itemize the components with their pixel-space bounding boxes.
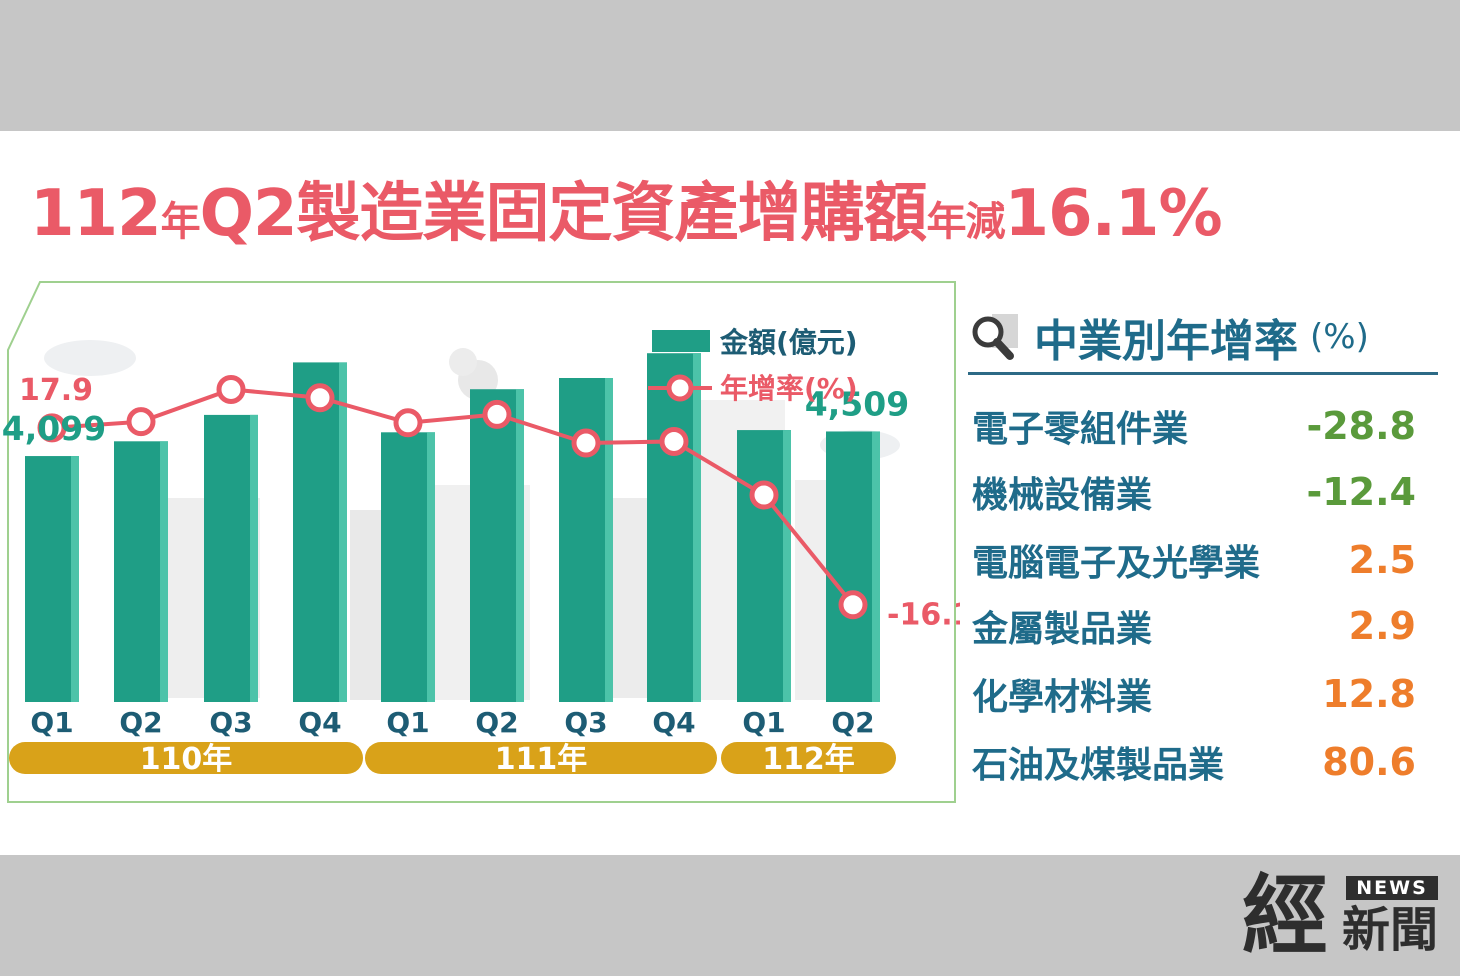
- year-band-label: 111年: [495, 742, 588, 777]
- page-title: 112年Q2製造業固定資產增購額年減16.1%: [30, 162, 1430, 252]
- industry-name: 化學材料業: [972, 677, 1153, 718]
- growth-point: [37, 413, 67, 443]
- industry-row: 金屬製品業 2.9: [972, 596, 1416, 656]
- title-part: 16.1%: [1004, 177, 1223, 251]
- industry-row: 機械設備業 -12.4: [972, 462, 1416, 522]
- year-band: [721, 742, 896, 774]
- x-tick-label: Q2: [119, 706, 162, 739]
- bar-highlight: [160, 441, 168, 702]
- industry-value: 80.6: [1322, 740, 1416, 784]
- industry-value: 12.8: [1322, 672, 1416, 716]
- industry-value: -28.8: [1306, 404, 1416, 448]
- x-tick-label: Q1: [742, 706, 785, 739]
- bar: [826, 431, 880, 702]
- industry-title-text: 中業別年增率: [1034, 316, 1298, 367]
- x-tick-label: Q3: [564, 706, 607, 739]
- bar-highlight: [339, 362, 347, 702]
- industry-row: 電子零組件業 -28.8: [972, 396, 1416, 456]
- title-part: 112: [30, 177, 162, 251]
- logo-main-char: 經: [1242, 865, 1328, 966]
- growth-point: [571, 428, 601, 458]
- growth-point: [305, 383, 335, 413]
- bar: [559, 378, 613, 702]
- growth-point: [838, 590, 868, 620]
- x-tick-label: Q1: [386, 706, 429, 739]
- x-tick-label: Q1: [30, 706, 73, 739]
- industry-section-title: 中業別年增率 (%): [968, 302, 1438, 375]
- legend-bar-label: 金額(億元): [719, 326, 858, 359]
- growth-point: [216, 374, 246, 404]
- x-tick-label: Q2: [475, 706, 518, 739]
- bar-line-chart: 4,099 4,509 17.9 -16.1 Q1 Q2 Q3 Q4 Q1 Q2 Q3 Q4 Q1 Q2…: [2, 281, 960, 803]
- bar-highlight: [71, 456, 79, 702]
- bar-highlight: [250, 414, 258, 702]
- year-band-label: 112年: [762, 742, 855, 777]
- year-groups-layer: 110年 111年 112年: [9, 742, 896, 777]
- legend-bar-swatch: [652, 330, 710, 352]
- x-tick-label: Q3: [209, 706, 252, 739]
- bar-highlight: [693, 353, 701, 702]
- year-band: [9, 742, 363, 774]
- x-tick-label: Q4: [298, 706, 341, 739]
- growth-point: [482, 399, 512, 429]
- x-tick-label: Q4: [652, 706, 695, 739]
- logo-news-label: NEWS: [1346, 876, 1438, 900]
- bar-highlight: [783, 430, 791, 702]
- growth-point: [659, 426, 689, 456]
- legend-line-marker: [666, 374, 694, 402]
- data-label: 4,099: [2, 409, 106, 448]
- growth-point: [749, 480, 779, 510]
- bar-highlight: [872, 431, 880, 702]
- industry-title-unit: (%): [1310, 317, 1369, 357]
- industry-row: 電腦電子及光學業 2.5: [972, 530, 1416, 590]
- industry-name: 石油及煤製品業: [972, 745, 1225, 786]
- title-part: 年減: [926, 199, 1006, 245]
- year-band-label: 110年: [140, 742, 233, 777]
- bar-highlight: [516, 389, 524, 702]
- data-label: 4,509: [805, 384, 909, 423]
- growth-point: [393, 408, 423, 438]
- industry-row: 化學材料業 12.8: [972, 664, 1416, 724]
- industry-name: 電腦電子及光學業: [972, 543, 1261, 584]
- bar: [25, 456, 79, 702]
- bars-layer: [25, 353, 880, 702]
- industry-name: 電子零組件業: [972, 409, 1189, 450]
- industry-value: -12.4: [1306, 470, 1416, 514]
- x-axis-layer: Q1 Q2 Q3 Q4 Q1 Q2 Q3 Q4 Q1 Q2: [30, 706, 874, 739]
- industry-name: 機械設備業: [972, 475, 1153, 516]
- news-logo: 經 NEWS 新聞: [1240, 868, 1445, 964]
- industry-value: 2.9: [1348, 604, 1416, 648]
- growth-line: [51, 387, 855, 606]
- data-label: 17.9: [19, 373, 93, 408]
- industry-name: 金屬製品業: [972, 609, 1153, 650]
- title-part: Q2製造業固定資產增購額: [199, 177, 928, 251]
- data-labels-layer: 4,099 4,509 17.9 -16.1: [2, 373, 960, 633]
- bar: [470, 389, 524, 702]
- chart-legend: 金額(億元) 年增率(%): [648, 326, 858, 405]
- bar: [737, 430, 791, 702]
- bar: [381, 432, 435, 702]
- bar: [114, 441, 168, 702]
- title-part: 年: [160, 199, 201, 245]
- logo-sub-text: 新聞: [1342, 902, 1439, 958]
- bar: [647, 353, 701, 702]
- industry-value: 2.5: [1348, 538, 1416, 582]
- industry-row: 石油及煤製品業 80.6: [972, 732, 1416, 792]
- year-band: [365, 742, 717, 774]
- bar-highlight: [605, 378, 613, 702]
- bar: [204, 414, 258, 702]
- legend-line-label: 年增率(%): [720, 372, 858, 405]
- magnifier-icon: [972, 314, 1018, 360]
- growth-point: [126, 407, 156, 437]
- bar-highlight: [427, 432, 435, 702]
- bar: [293, 362, 347, 702]
- x-tick-label: Q2: [831, 706, 874, 739]
- data-label: -16.1: [887, 598, 960, 633]
- growth-line-layer: [37, 374, 868, 620]
